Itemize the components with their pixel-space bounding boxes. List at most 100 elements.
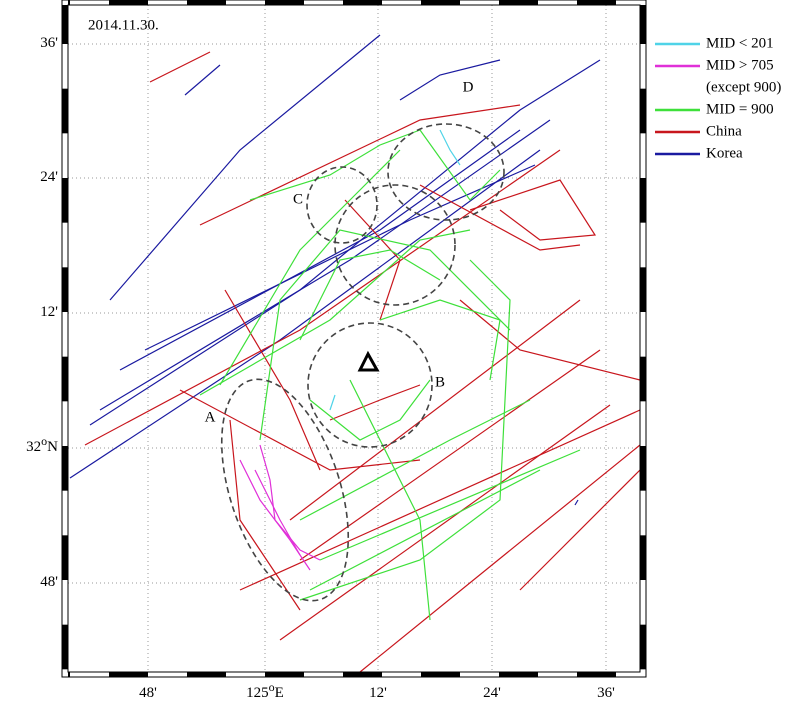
legend-label: MID < 201 [706,35,774,51]
track [319,449,581,561]
region-label: B [435,374,445,390]
regions: A B C D [205,79,505,602]
track [519,469,641,591]
region-label: A [205,409,216,425]
y-label-part: 32 [26,439,41,455]
date-label: 2014.11.30. [88,17,159,33]
track [179,389,421,471]
legend-label: MID > 705 [706,57,774,73]
track [119,129,521,371]
frame-tick [343,672,382,677]
y-label-part: 24' [40,169,58,185]
legend: MID < 201 MID > 705 (except 900) MID = 900 C… [655,35,781,161]
frame-tick [343,0,382,5]
track [399,59,501,101]
x-label-part: 125 [246,685,269,701]
y-label: 36' [40,35,58,51]
x-label-part: 24' [483,685,501,701]
track [379,299,501,381]
track [459,299,641,381]
frame-tick [421,0,460,5]
track [419,129,501,201]
frame-tick [62,356,68,402]
region-outline [387,123,505,221]
x-label-part: E [275,685,284,701]
track [224,289,321,471]
frame-tick [640,88,646,134]
legend-label: China [706,123,742,139]
region-outline [334,184,456,306]
region-label: C [293,191,303,207]
track [259,229,511,441]
frame-tick [499,0,538,5]
track [254,469,301,556]
y-label: 32oN [26,434,58,456]
track [249,129,421,201]
y-label: 48' [40,574,58,590]
x-label: 125oE [246,680,284,702]
track [199,104,521,226]
track [239,409,641,591]
x-label: 12' [369,685,387,701]
y-label: 12' [40,304,58,320]
track [329,384,421,421]
track [299,249,441,341]
frame-tick [62,88,68,134]
track [329,394,336,411]
y-label-part: o [41,434,47,448]
frame-tick [640,178,646,223]
track [279,404,611,641]
track [439,129,461,166]
frame [61,0,647,678]
track [229,419,301,611]
frame-tick [265,0,304,5]
tracks [69,34,641,673]
frame-tick [62,5,68,44]
track [199,229,471,396]
x-label-part: o [269,680,275,694]
region-label: D [463,79,474,95]
track [219,149,401,386]
frame-tick [577,672,616,677]
track [309,469,541,591]
track [84,149,561,446]
frame-tick [640,5,646,44]
y-label: 24' [40,169,58,185]
region-outline [220,378,350,602]
frame-tick [499,672,538,677]
frame-tick [62,624,68,670]
frame-tick [577,0,616,5]
legend-note: (except 900) [706,79,781,95]
x-label: 24' [483,685,501,701]
track [349,379,431,621]
frame-tick [187,0,226,5]
frame-tick [68,672,70,677]
track [574,499,579,506]
track [99,119,551,411]
track [144,164,536,351]
track [309,379,431,441]
track [299,349,601,561]
frame-tick [68,0,70,5]
map-area [68,5,640,672]
frame-tick [62,267,68,312]
track [109,34,381,301]
frame-tick [640,446,646,491]
track [89,59,601,426]
y-label-part: 36' [40,35,58,51]
frame-tick [421,672,460,677]
frame-tick [62,446,68,491]
frame-tick [187,672,226,677]
x-label-part: 48' [139,685,157,701]
track [289,299,581,521]
frame-tick [62,535,68,580]
station-marker [357,350,380,372]
frame-tick [640,267,646,312]
track [69,149,541,479]
track [469,179,597,241]
legend-label: MID = 900 [706,101,774,117]
frame-tick [265,672,304,677]
track [149,51,211,83]
